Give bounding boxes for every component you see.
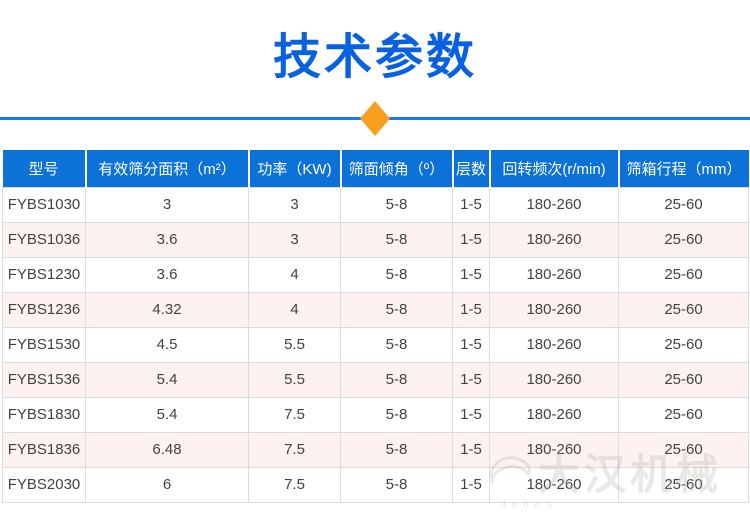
- table-body: FYBS1030 3 3 5-8 1-5 180-260 25-60 FYBS1036 3.6 3…: [2, 186, 749, 503]
- table-row: FYBS1836 6.48 7.5 5-8 1-5 180-260 25-60: [2, 431, 749, 468]
- value-cell: 180-260: [489, 256, 619, 293]
- value-cell: 3: [248, 186, 341, 223]
- col-header-layers: 层数: [452, 150, 491, 187]
- value-cell: 180-260: [489, 186, 619, 223]
- model-cell: FYBS1036: [2, 221, 86, 258]
- value-cell: 1-5: [452, 221, 490, 258]
- value-cell: 5-8: [340, 256, 453, 293]
- table-row: FYBS1030 3 3 5-8 1-5 180-260 25-60: [2, 186, 749, 223]
- value-cell: 1-5: [452, 291, 490, 328]
- value-cell: 25-60: [618, 256, 749, 293]
- value-cell: 3.6: [85, 221, 249, 258]
- table-row: FYBS1236 4.32 4 5-8 1-5 180-260 25-60: [2, 291, 749, 328]
- value-cell: 3: [85, 186, 249, 223]
- value-cell: 5-8: [340, 221, 453, 258]
- model-cell: FYBS2030: [2, 466, 86, 503]
- value-cell: 5.4: [85, 361, 249, 398]
- page-title: 技术参数: [272, 31, 477, 84]
- value-cell: 180-260: [489, 431, 619, 468]
- col-header-rotation-frequency: 回转频次(r/min): [489, 150, 620, 187]
- value-cell: 1-5: [452, 396, 490, 433]
- value-cell: 5.5: [248, 361, 341, 398]
- value-cell: 180-260: [489, 361, 619, 398]
- value-cell: 25-60: [618, 431, 749, 468]
- value-cell: 1-5: [452, 326, 490, 363]
- value-cell: 7.5: [248, 466, 341, 503]
- value-cell: 1-5: [452, 361, 490, 398]
- value-cell: 25-60: [618, 291, 749, 328]
- table-row: FYBS1036 3.6 3 5-8 1-5 180-260 25-60: [2, 221, 749, 258]
- value-cell: 4: [248, 256, 341, 293]
- value-cell: 1-5: [452, 466, 490, 503]
- model-cell: FYBS1230: [2, 256, 86, 293]
- tech-params-table: 型号 有效筛分面积（m²） 功率（KW) 筛面倾角（º） 层数 回转频次(r/m…: [2, 150, 749, 503]
- value-cell: 3.6: [85, 256, 249, 293]
- value-cell: 180-260: [489, 221, 619, 258]
- table-header-row: 型号 有效筛分面积（m²） 功率（KW) 筛面倾角（º） 层数 回转频次(r/m…: [2, 150, 749, 187]
- model-cell: FYBS1530: [2, 326, 86, 363]
- value-cell: 1-5: [452, 186, 490, 223]
- value-cell: 4.5: [85, 326, 249, 363]
- value-cell: 25-60: [618, 361, 749, 398]
- value-cell: 25-60: [618, 221, 749, 258]
- model-cell: FYBS1836: [2, 431, 86, 468]
- value-cell: 1-5: [452, 431, 490, 468]
- diamond-icon: [360, 101, 390, 136]
- col-header-model: 型号: [2, 150, 87, 187]
- value-cell: 5-8: [340, 396, 453, 433]
- value-cell: 5-8: [340, 326, 453, 363]
- value-cell: 5.5: [248, 326, 341, 363]
- table-row: FYBS1530 4.5 5.5 5-8 1-5 180-260 25-60: [2, 326, 749, 363]
- value-cell: 180-260: [489, 291, 619, 328]
- model-cell: FYBS1830: [2, 396, 86, 433]
- value-cell: 7.5: [248, 396, 341, 433]
- table-row: FYBS2030 6 7.5 5-8 1-5 180-260 25-60: [2, 466, 749, 503]
- col-header-box-stroke: 筛箱行程（mm）: [618, 150, 749, 187]
- col-header-inclination: 筛面倾角（º）: [340, 150, 454, 187]
- value-cell: 6: [85, 466, 249, 503]
- value-cell: 5-8: [340, 431, 453, 468]
- model-cell: FYBS1030: [2, 186, 86, 223]
- value-cell: 4: [248, 291, 341, 328]
- page: 技术参数 型号 有效筛分面积（m²） 功率（KW) 筛面倾角（º） 层数 回转频…: [0, 31, 750, 510]
- model-cell: FYBS1536: [2, 361, 86, 398]
- value-cell: 4.32: [85, 291, 249, 328]
- table-row: FYBS1536 5.4 5.5 5-8 1-5 180-260 25-60: [2, 361, 749, 398]
- value-cell: 25-60: [618, 326, 749, 363]
- value-cell: 7.5: [248, 431, 341, 468]
- value-cell: 180-260: [489, 326, 619, 363]
- col-header-screening-area: 有效筛分面积（m²）: [85, 150, 250, 187]
- value-cell: 5-8: [340, 186, 453, 223]
- value-cell: 5-8: [340, 466, 453, 503]
- col-header-power: 功率（KW): [248, 150, 342, 187]
- value-cell: 3: [248, 221, 341, 258]
- value-cell: 5-8: [340, 361, 453, 398]
- table-row: FYBS1830 5.4 7.5 5-8 1-5 180-260 25-60: [2, 396, 749, 433]
- value-cell: 1-5: [452, 256, 490, 293]
- value-cell: 5-8: [340, 291, 453, 328]
- value-cell: 25-60: [618, 186, 749, 223]
- model-cell: FYBS1236: [2, 291, 86, 328]
- table-row: FYBS1230 3.6 4 5-8 1-5 180-260 25-60: [2, 256, 749, 293]
- value-cell: 180-260: [489, 466, 619, 503]
- value-cell: 5.4: [85, 396, 249, 433]
- value-cell: 25-60: [618, 396, 749, 433]
- section-divider: [0, 101, 750, 136]
- value-cell: 180-260: [489, 396, 619, 433]
- value-cell: 25-60: [618, 466, 749, 503]
- value-cell: 6.48: [85, 431, 249, 468]
